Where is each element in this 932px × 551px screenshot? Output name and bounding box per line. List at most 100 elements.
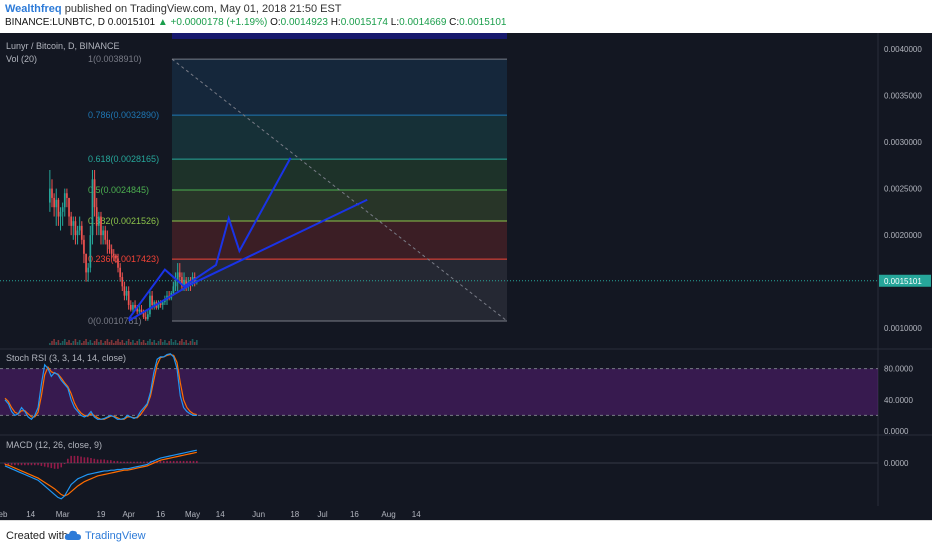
macd-histogram-bar <box>186 460 188 464</box>
candle-body <box>172 286 175 293</box>
candle-body <box>132 304 134 310</box>
macd-histogram-bar <box>63 463 66 465</box>
main-pane[interactable] <box>0 33 932 506</box>
macd-histogram-bar <box>53 463 56 469</box>
candle-body <box>115 255 117 259</box>
fib-level-label: 0.382(0.0021526) <box>88 216 159 226</box>
volume-bar <box>140 342 143 345</box>
macd-histogram-bar <box>73 455 76 464</box>
macd-histogram-bar <box>182 460 185 464</box>
volume-bar <box>187 343 190 345</box>
volume-bar <box>176 343 179 345</box>
time-tick-label: eb <box>0 510 8 519</box>
candle-body <box>136 307 139 312</box>
macd-histogram-bar <box>192 460 195 464</box>
volume-bar <box>74 339 77 345</box>
macd-histogram-bar <box>37 463 39 466</box>
macd-histogram-bar <box>123 461 125 464</box>
macd-histogram-bar <box>116 460 119 464</box>
candle-body <box>102 230 104 236</box>
macd-histogram-bar <box>67 458 69 464</box>
candle-body <box>112 253 115 256</box>
volume-bar <box>164 340 166 345</box>
volume-bar <box>159 339 162 345</box>
macd-histogram-bar <box>50 463 53 469</box>
stoch-rsi-pane[interactable]: 80.0000 40.0000 0.0000 <box>0 353 913 436</box>
stoch-k-line <box>4 353 197 421</box>
volume-bar <box>85 339 87 345</box>
trend-drawings[interactable] <box>0 157 878 322</box>
candle-body <box>157 303 160 308</box>
chart-svg[interactable]: 1(0.0038910) 0.786(0.0032890) 0.618(0.0028… <box>0 33 932 520</box>
candle-body <box>55 199 58 208</box>
macd-histogram-bar <box>80 456 82 464</box>
macd-histogram-bar <box>30 463 33 466</box>
chart-header: Wealthfreq published on TradingView.com,… <box>0 0 932 32</box>
volume-bar <box>66 342 68 345</box>
macd-line <box>4 449 197 500</box>
published-text: published on TradingView.com, May 01, 20… <box>64 3 342 15</box>
macd-histogram-bar <box>20 463 23 466</box>
macd-histogram-bar <box>96 459 99 464</box>
candle-body <box>95 207 98 226</box>
fib-level-label: 0(0.0010781) <box>88 316 142 326</box>
macd-histogram-bar <box>139 461 142 464</box>
chart-area[interactable]: 1(0.0038910) 0.786(0.0032890) 0.618(0.0028… <box>0 33 932 520</box>
macd-histogram-bar <box>159 460 162 464</box>
fib-level-label: 0.5(0.0024845) <box>88 185 149 195</box>
time-tick-label: 16 <box>350 510 359 519</box>
time-tick-label: Mar <box>56 510 70 519</box>
time-tick-label: 19 <box>97 510 106 519</box>
author-link[interactable]: Wealthfreq <box>5 3 62 15</box>
macd-histogram-bar <box>60 463 63 468</box>
macd-histogram-bar <box>169 460 172 464</box>
volume-bar <box>147 341 149 345</box>
macd-histogram-bar <box>166 460 168 464</box>
macd-histogram-bar <box>179 460 182 464</box>
time-axis[interactable]: eb 14 Mar 19 Apr 16 May 14 Jun 18 Jul 16 Aug 14 <box>0 510 421 519</box>
symbol-label: BINANCE:LUNBTC, D <box>5 17 106 28</box>
candle-body <box>83 239 85 254</box>
candle-body <box>129 304 132 310</box>
volume-bar <box>136 341 138 345</box>
volume-bar <box>134 343 136 345</box>
close-value: 0.0015101 <box>459 17 507 28</box>
macd-tick-label: 0.0000 <box>884 459 909 468</box>
ohlc-line: BINANCE:LUNBTC, D 0.0015101 ▲ +0.0000178… <box>5 17 506 28</box>
volume-bar <box>121 340 124 345</box>
volume-bar <box>108 342 111 345</box>
volume-bar <box>100 340 102 345</box>
tradingview-cloud-icon <box>64 530 81 540</box>
time-tick-label: Aug <box>381 510 395 519</box>
fib-retracement[interactable]: 1(0.0038910) 0.786(0.0032890) 0.618(0.0028… <box>88 33 508 326</box>
volume-bar <box>168 341 170 345</box>
macd-histogram-bar <box>10 463 13 466</box>
volume-bar <box>59 343 62 345</box>
volume-bar <box>166 343 168 345</box>
macd-pane[interactable]: 0.0000 <box>0 449 909 500</box>
price-axis[interactable]: 0.0040000 0.0035000 0.0030000 0.0025000 0.00… <box>879 45 931 333</box>
candle-body <box>164 300 166 303</box>
macd-histogram-bar <box>40 463 43 466</box>
candle-body <box>68 197 70 217</box>
volume-bar <box>170 339 173 345</box>
stoch-tick-label: 80.0000 <box>884 365 913 374</box>
tradingview-logo-text[interactable]: TradingView <box>85 530 146 542</box>
high-label: H: <box>330 17 341 28</box>
candle-body <box>123 286 126 296</box>
volume-bar <box>55 342 58 345</box>
candle-body <box>49 188 51 203</box>
volume-bar <box>110 340 113 345</box>
candle-body <box>110 249 113 254</box>
candle-body <box>181 277 183 287</box>
fib-trend-line <box>171 58 508 322</box>
macd-histogram-bar <box>110 460 112 464</box>
macd-signal-line <box>4 451 197 497</box>
macd-histogram-bar <box>106 460 109 464</box>
macd-histogram-bar <box>70 455 72 464</box>
volume-bar <box>106 339 109 345</box>
fib-level-label: 1(0.0038910) <box>88 54 142 64</box>
volume-bar <box>196 340 198 345</box>
close-label: C: <box>449 17 460 28</box>
last-price-label: 0.0015101 <box>884 277 922 286</box>
